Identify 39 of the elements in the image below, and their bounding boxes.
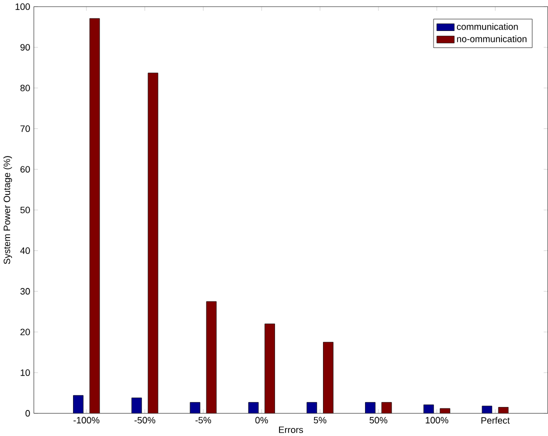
y-tick-label: 60 [20, 166, 30, 172]
bar [131, 397, 142, 414]
x-tick-label: 100% [426, 416, 448, 424]
legend-label: communication [456, 22, 518, 30]
bar [323, 342, 334, 414]
y-tick-label: 40 [20, 247, 30, 254]
y-tick-label: 80 [20, 84, 30, 92]
bar [73, 395, 84, 414]
y-tick-label: 30 [20, 288, 30, 294]
y-tick-label: 70 [20, 125, 30, 132]
bar [381, 402, 392, 414]
bar [264, 323, 275, 414]
bar [365, 402, 376, 414]
bar [306, 402, 318, 414]
bar [498, 406, 509, 414]
bar [190, 402, 200, 414]
bar [248, 402, 259, 414]
bar [440, 408, 450, 414]
bar [482, 406, 492, 414]
y-tick-label: 90 [20, 44, 30, 50]
x-tick-label: 0% [255, 416, 268, 424]
bar [148, 72, 158, 414]
y-tick-label: 100 [16, 3, 30, 10]
x-axis-title: Errors [279, 426, 304, 433]
y-axis-title: System Power Outage (%) [3, 156, 12, 264]
x-tick-label: 5% [314, 416, 326, 424]
x-tick-label: 50% [370, 416, 388, 424]
x-tick-label: -100% [74, 416, 100, 424]
y-tick-label: 10 [20, 369, 30, 376]
y-tick-label: 20 [20, 328, 30, 336]
x-tick-label: -50% [134, 416, 156, 424]
x-tick-label: -5% [195, 416, 212, 424]
bar [423, 404, 434, 414]
y-tick-label: 0 [25, 410, 30, 416]
x-tick-label: Perfect [481, 416, 510, 424]
bar [206, 301, 217, 414]
legend-label: no-ommunication [457, 35, 526, 42]
bar [89, 18, 100, 414]
y-tick-label: 50 [20, 206, 30, 214]
